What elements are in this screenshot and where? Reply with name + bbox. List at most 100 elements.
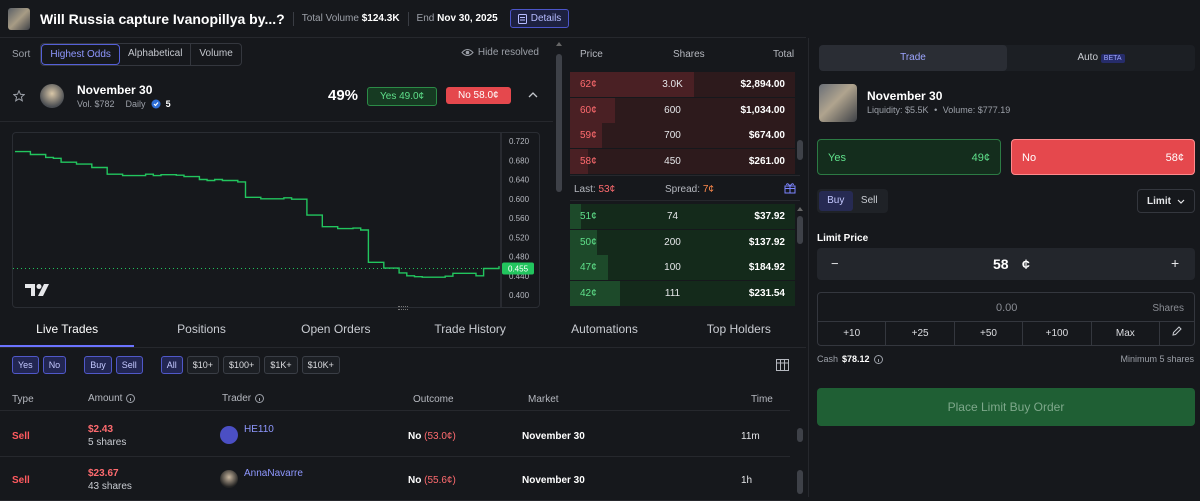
details-button[interactable]: Details [509, 9, 570, 28]
tab-top-holders[interactable]: Top Holders [706, 322, 771, 336]
filter-buy[interactable]: Buy [84, 356, 112, 374]
resize-handle[interactable] [398, 306, 408, 310]
trades-scrollbar-thumb[interactable] [797, 470, 803, 494]
trades-scrollbar[interactable] [797, 428, 803, 442]
outcome-no-button[interactable]: No 58¢ [1011, 139, 1195, 175]
filter-yes[interactable]: Yes [12, 356, 39, 374]
liquidity: Liquidity: $5.5K [867, 105, 929, 115]
place-order-button[interactable]: Place Limit Buy Order [817, 388, 1195, 426]
chevron-down-icon [1177, 199, 1185, 204]
tab-live-trades[interactable]: Live Trades [0, 312, 135, 347]
tab-trade[interactable]: Trade [819, 45, 1007, 71]
quick-max[interactable]: Max [1092, 322, 1161, 346]
tab-automations[interactable]: Automations [571, 322, 638, 336]
divider [407, 11, 409, 26]
col-trader: Trader [222, 393, 265, 404]
market-row[interactable]: November 30 Vol. $782 Daily 5 49% Yes 49… [0, 70, 553, 122]
limit-price-value[interactable]: 58 [993, 256, 1009, 272]
trade-market[interactable]: November 30 [522, 475, 585, 486]
filter-10[interactable]: $10+ [186, 356, 220, 374]
increase-price-button[interactable]: + [1171, 255, 1180, 271]
limit-price-label: Limit Price [817, 233, 869, 244]
sort-alphabetical[interactable]: Alphabetical [120, 43, 192, 65]
price-chart: 0.720 0.680 0.640 0.600 0.560 0.520 0.480 0.440… [12, 132, 540, 308]
filter-10k[interactable]: $10K+ [301, 356, 340, 374]
columns-icon[interactable] [776, 359, 789, 371]
scroll-up-arrow-icon[interactable] [797, 207, 803, 211]
sort-highest-odds[interactable]: Highest Odds [41, 43, 120, 65]
market-volume: Vol. $782 [77, 99, 115, 109]
bid-row[interactable]: 50¢ 200 $137.92 [570, 229, 795, 255]
ask-depth-bar [570, 123, 602, 148]
order-type-select[interactable]: Limit [1137, 189, 1195, 213]
price-chart-svg: 0.720 0.680 0.640 0.600 0.560 0.520 0.480 0.440… [13, 133, 534, 307]
bid-row[interactable]: 51¢ 74 $37.92 [570, 204, 795, 229]
quick-add-100[interactable]: +100 [1023, 322, 1092, 346]
asks-scrollbar[interactable] [797, 140, 803, 160]
shares-input[interactable]: 0.00 [996, 302, 1018, 314]
info-icon[interactable] [873, 354, 883, 364]
document-icon [517, 13, 527, 24]
decrease-price-button[interactable]: − [831, 256, 839, 271]
sell-toggle[interactable]: Sell [860, 195, 878, 206]
hide-resolved-toggle[interactable]: Hide resolved [461, 47, 539, 58]
beta-badge: BETA [1100, 54, 1125, 63]
outcome-yes-price: 49¢ [971, 152, 990, 164]
limit-price-stepper: − 58 ¢ + [817, 248, 1195, 280]
filter-no[interactable]: No [42, 356, 67, 374]
bids-scrollbar[interactable] [797, 216, 803, 244]
edit-quick-amounts[interactable] [1160, 322, 1194, 346]
bid-row[interactable]: 47¢ 100 $184.92 [570, 255, 795, 280]
ask-row[interactable]: 62¢ 3.0K $2,894.00 [570, 72, 795, 97]
bid-shares: 100 [664, 262, 681, 273]
tab-auto[interactable]: Auto BETA [1007, 45, 1195, 71]
col-amount-label: Amount [88, 393, 123, 404]
tab-positions[interactable]: Positions [177, 322, 226, 336]
ask-depth-bar [570, 148, 588, 174]
gift-icon[interactable] [784, 182, 796, 194]
bid-shares: 111 [664, 287, 681, 299]
tab-trade-history[interactable]: Trade History [434, 322, 506, 336]
outcome-yes-button[interactable]: Yes 49¢ [817, 139, 1001, 175]
eye-icon [461, 49, 474, 56]
hide-resolved-label: Hide resolved [477, 47, 539, 58]
quick-add-50[interactable]: +50 [955, 322, 1024, 346]
tab-open-orders[interactable]: Open Orders [301, 322, 371, 336]
trade-outcome: No (55.6¢) [408, 475, 456, 486]
trade-outcome-price: (53.0¢) [424, 431, 456, 442]
table-row[interactable]: Sell $2.43 5 shares HE110 No (53.0¢) November… [0, 415, 790, 457]
buy-toggle[interactable]: Buy [819, 191, 853, 211]
trade-type: Sell [12, 431, 30, 442]
star-icon[interactable] [13, 90, 25, 102]
markets-scrollbar[interactable] [555, 42, 563, 308]
price-line [15, 150, 500, 278]
trade-filters: Yes No Buy Sell All $10+ $100+ $1K+ $10K… [12, 356, 340, 374]
buy-yes-button[interactable]: Yes 49.0¢ [367, 87, 438, 106]
trade-type: Sell [12, 475, 30, 486]
quick-add-25[interactable]: +25 [886, 322, 955, 346]
ask-row[interactable]: 59¢ 700 $674.00 [570, 123, 795, 148]
chevron-up-icon[interactable] [528, 91, 538, 98]
ask-shares: 450 [664, 155, 681, 167]
quick-add-10[interactable]: +10 [818, 322, 887, 346]
bid-depth-bar [570, 204, 582, 229]
trade-market[interactable]: November 30 [522, 431, 585, 442]
trade-panel: Trade Auto BETA November 30 Liquidity: $… [808, 38, 1200, 497]
market-thumbnail [819, 84, 857, 122]
trader-name[interactable]: HE110 [244, 424, 274, 435]
bid-row[interactable]: 42¢ 111 $231.54 [570, 280, 795, 306]
sort-volume[interactable]: Volume [199, 47, 233, 59]
filter-1k[interactable]: $1K+ [264, 356, 298, 374]
current-price-label: 0.455 [508, 265, 529, 274]
ask-row[interactable]: 60¢ 600 $1,034.00 [570, 97, 795, 123]
table-row[interactable]: Sell $23.67 43 shares AnnaNavarre No (55.6¢)… [0, 459, 790, 501]
filter-100[interactable]: $100+ [223, 356, 261, 374]
ask-row[interactable]: 58¢ 450 $261.00 [570, 148, 795, 174]
side-toggle: Buy Sell [817, 189, 888, 213]
orderbook-shares-header: Shares [673, 49, 705, 60]
buy-no-button[interactable]: No 58.0¢ [446, 87, 511, 104]
trader-name[interactable]: AnnaNavarre [244, 468, 303, 479]
filter-sell[interactable]: Sell [115, 356, 143, 374]
filter-all[interactable]: All [160, 356, 183, 374]
spread: Spread: 7¢ [665, 184, 714, 195]
